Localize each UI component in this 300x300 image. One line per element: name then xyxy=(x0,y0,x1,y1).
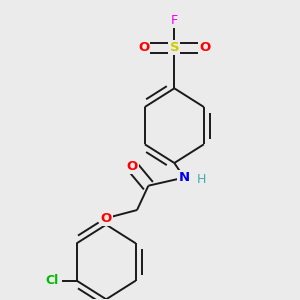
Text: N: N xyxy=(178,171,190,184)
Text: F: F xyxy=(171,14,178,27)
Text: O: O xyxy=(138,41,149,54)
Text: O: O xyxy=(127,160,138,173)
Text: S: S xyxy=(169,41,179,54)
Text: H: H xyxy=(197,173,207,186)
Text: O: O xyxy=(100,212,112,225)
Text: Cl: Cl xyxy=(46,274,59,287)
Text: O: O xyxy=(200,41,211,54)
